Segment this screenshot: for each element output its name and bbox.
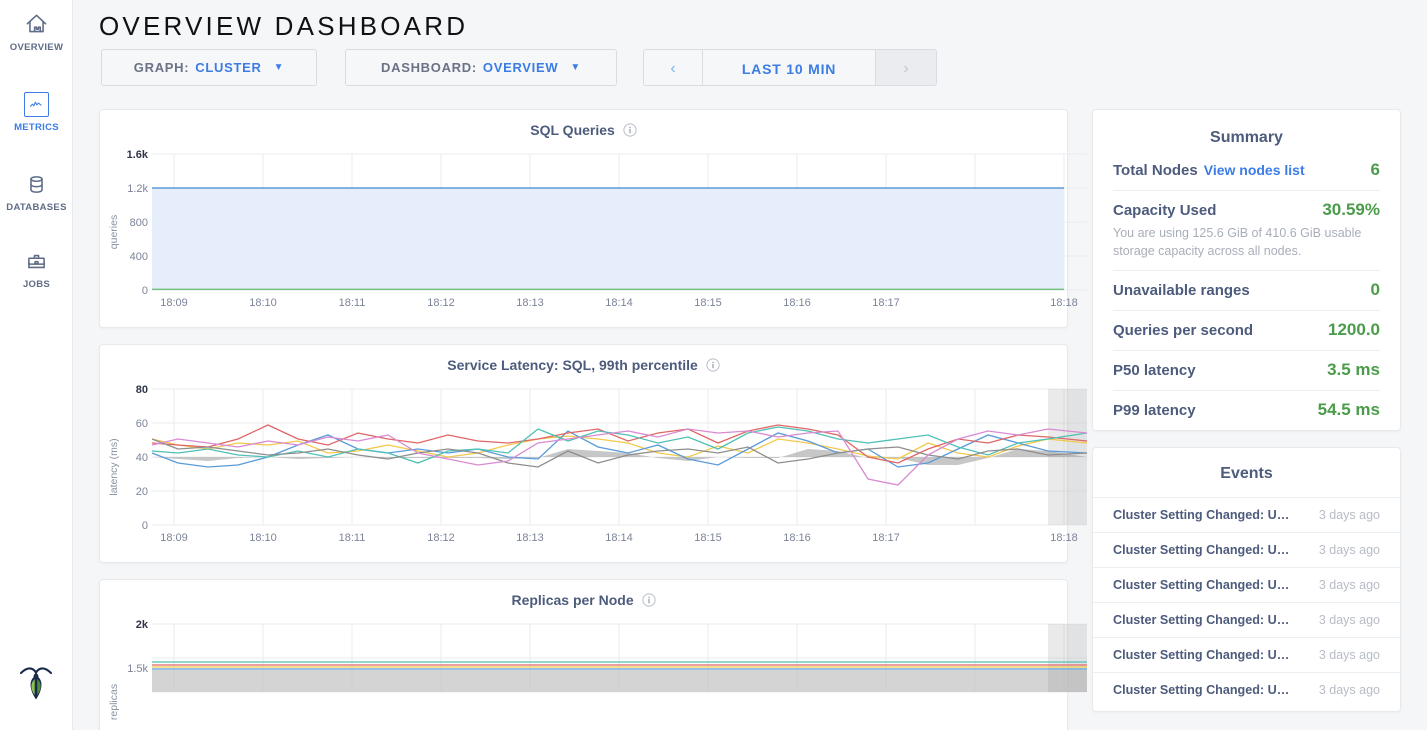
svg-text:18:11: 18:11 bbox=[339, 532, 366, 544]
svg-text:18:09: 18:09 bbox=[160, 297, 188, 309]
svg-text:1.5k: 1.5k bbox=[127, 663, 148, 675]
svg-text:20: 20 bbox=[136, 486, 148, 498]
svg-text:18:09: 18:09 bbox=[160, 532, 188, 544]
svg-text:18:13: 18:13 bbox=[516, 297, 544, 309]
svg-text:18:18: 18:18 bbox=[1050, 532, 1078, 544]
svg-text:18:12: 18:12 bbox=[427, 532, 455, 544]
svg-text:18:10: 18:10 bbox=[249, 532, 277, 544]
svg-text:1.2k: 1.2k bbox=[127, 183, 148, 195]
svg-text:18:17: 18:17 bbox=[872, 532, 900, 544]
svg-text:18:16: 18:16 bbox=[783, 297, 811, 309]
svg-text:18:16: 18:16 bbox=[783, 532, 811, 544]
svg-text:0: 0 bbox=[142, 285, 148, 297]
svg-text:1.6k: 1.6k bbox=[127, 149, 149, 161]
svg-text:18:13: 18:13 bbox=[516, 532, 544, 544]
svg-text:60: 60 bbox=[136, 418, 148, 430]
svg-text:18:12: 18:12 bbox=[427, 297, 455, 309]
svg-text:0: 0 bbox=[142, 520, 148, 532]
svg-text:2k: 2k bbox=[136, 619, 149, 631]
svg-text:18:11: 18:11 bbox=[339, 297, 366, 309]
svg-text:400: 400 bbox=[130, 251, 148, 263]
svg-text:18:15: 18:15 bbox=[694, 532, 722, 544]
svg-text:18:18: 18:18 bbox=[1050, 297, 1078, 309]
svg-text:80: 80 bbox=[136, 384, 148, 396]
svg-text:40: 40 bbox=[136, 452, 148, 464]
svg-text:18:15: 18:15 bbox=[694, 297, 722, 309]
svg-text:18:17: 18:17 bbox=[872, 297, 900, 309]
svg-text:18:14: 18:14 bbox=[605, 532, 633, 544]
svg-text:800: 800 bbox=[130, 217, 148, 229]
svg-text:18:10: 18:10 bbox=[249, 297, 277, 309]
svg-text:18:14: 18:14 bbox=[605, 297, 633, 309]
